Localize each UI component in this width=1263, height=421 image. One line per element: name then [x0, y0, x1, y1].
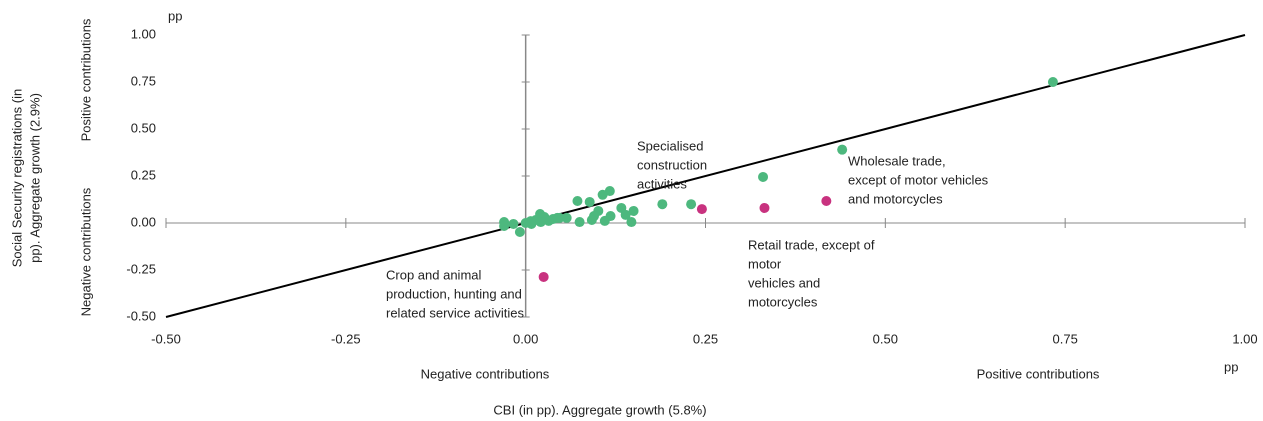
annotation: construction	[637, 157, 707, 172]
annotation: except of motor vehicles	[848, 172, 989, 187]
point	[626, 217, 637, 228]
point	[628, 205, 639, 216]
point	[821, 196, 832, 207]
point	[584, 196, 595, 207]
x-unit: pp	[1224, 359, 1238, 374]
point	[526, 218, 537, 229]
point	[586, 214, 597, 225]
point	[696, 204, 707, 215]
point	[597, 189, 608, 200]
x-tick-label: -0.50	[151, 331, 181, 346]
x-tick-label: 0.75	[1053, 331, 1078, 346]
point	[561, 212, 572, 223]
annotation: related service activities	[386, 305, 524, 320]
y-tick-label: 0.75	[131, 73, 156, 88]
y-tick-label: -0.25	[126, 261, 156, 276]
annotation: motor	[748, 256, 782, 271]
point	[620, 209, 631, 220]
point	[514, 227, 525, 238]
x-side-label: Negative contributions	[421, 366, 550, 381]
point	[1047, 77, 1058, 87]
x-axis-title: CBI (in pp). Aggregate growth (5.8%)	[493, 402, 706, 417]
y-side-label: Positive contributions	[78, 18, 93, 141]
x-tick-label: 0.25	[693, 331, 718, 346]
y-axis-title: pp). Aggregate growth (2.9%)	[27, 93, 42, 263]
point	[657, 199, 668, 210]
annotation: production, hunting and	[386, 286, 522, 301]
point	[759, 202, 770, 213]
y-tick-label: 1.00	[131, 26, 156, 41]
point	[508, 218, 519, 229]
y-unit: pp	[168, 8, 182, 23]
x-tick-label: -0.25	[331, 331, 361, 346]
annotation: Crop and animal	[386, 267, 481, 282]
point	[572, 196, 583, 207]
annotation: motorcycles	[748, 294, 818, 309]
point	[758, 171, 769, 182]
reference-line	[165, 34, 1246, 318]
annotation: activities	[637, 176, 687, 191]
annotation: and motorcycles	[848, 191, 943, 206]
point	[552, 212, 563, 223]
annotation: Wholesale trade,	[848, 153, 946, 168]
point	[538, 271, 549, 282]
x-tick-label: 0.00	[513, 331, 538, 346]
point	[686, 199, 697, 210]
y-tick-label: 0.50	[131, 120, 156, 135]
y-axis-title: Social Security registrations (in	[9, 89, 24, 267]
x-tick-label: 0.50	[873, 331, 898, 346]
point	[499, 221, 510, 232]
y-tick-label: 0.25	[131, 167, 156, 182]
point	[574, 217, 585, 228]
y-tick-label: -0.50	[126, 308, 156, 323]
x-side-label: Positive contributions	[977, 366, 1100, 381]
y-tick-label: 0.00	[131, 214, 156, 229]
point	[599, 215, 610, 226]
annotation: Retail trade, except of	[748, 237, 875, 252]
x-tick-label: 1.00	[1232, 331, 1257, 346]
point	[837, 144, 848, 155]
annotation: vehicles and	[748, 275, 820, 290]
annotation: Specialised	[637, 138, 704, 153]
point	[535, 217, 546, 228]
y-side-label: Negative contributions	[78, 187, 93, 316]
